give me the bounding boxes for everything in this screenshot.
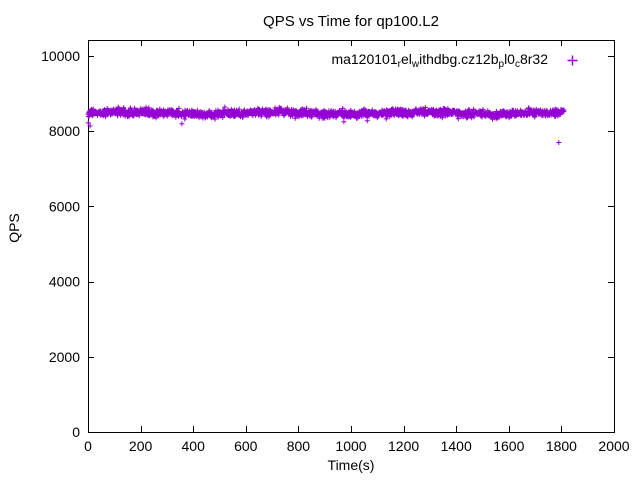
x-tick-label: 200 <box>129 438 153 454</box>
x-tick-label: 400 <box>182 438 206 454</box>
legend: ma120101relwithdbg.cz12bpl0c8r32 <box>331 51 578 70</box>
x-tick-label: 1200 <box>388 438 419 454</box>
y-tick-label: 8000 <box>49 123 80 139</box>
legend-label-subscript: w <box>411 59 420 70</box>
x-tick-label: 600 <box>234 438 258 454</box>
x-axis-label: Time(s) <box>327 457 375 473</box>
plus-marker-icon <box>567 55 578 66</box>
y-tick-label: 4000 <box>49 274 80 290</box>
x-tick-label: 1600 <box>493 438 524 454</box>
y-tick-label: 10000 <box>41 48 80 64</box>
legend-label-subscript: c <box>514 59 520 70</box>
x-tick-label: 2000 <box>598 438 629 454</box>
legend-series-label: ma120101relwithdbg.cz12bpl0c8r32 <box>331 51 548 70</box>
legend-label-subscript: r <box>397 59 401 70</box>
legend-label-segment: ma120101 <box>331 51 398 67</box>
legend-label-subscript: p <box>498 59 505 70</box>
y-tick-label: 2000 <box>49 349 80 365</box>
x-tick-label: 0 <box>84 438 92 454</box>
y-tick-label: 0 <box>72 424 80 440</box>
x-tick-label: 800 <box>287 438 311 454</box>
plot-border <box>88 40 615 433</box>
axis-ticks <box>88 40 615 433</box>
y-tick-label: 6000 <box>49 198 80 214</box>
y-axis-label: QPS <box>6 213 22 243</box>
legend-label-segment: 8r32 <box>519 51 548 67</box>
legend-label-segment: l0 <box>504 51 515 67</box>
x-tick-label: 1400 <box>441 438 472 454</box>
legend-label-segment: el <box>400 51 412 67</box>
chart-title: QPS vs Time for qp100.L2 <box>263 13 439 30</box>
series-scatter-points <box>85 104 567 145</box>
x-tick-label: 1000 <box>335 438 366 454</box>
legend-label-segment: ithdbg.cz12b <box>419 51 499 67</box>
x-tick-label: 1800 <box>546 438 577 454</box>
axis-tick-labels: 0 200 400 600 800 1000 1200 1400 1600 1800 2000 0 20… <box>41 48 630 454</box>
